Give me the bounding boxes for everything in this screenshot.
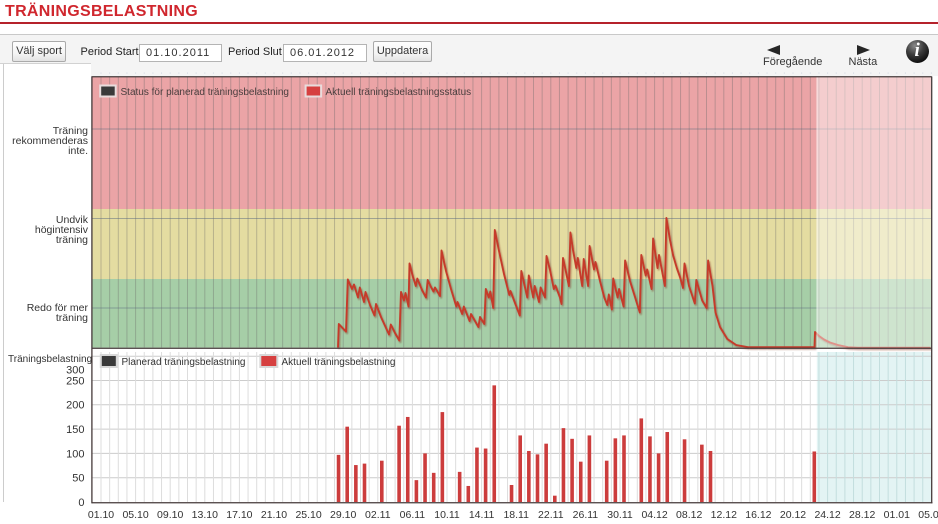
svg-text:0: 0 [78, 497, 84, 509]
svg-text:Undvik: Undvik [56, 214, 89, 226]
svg-text:22.11: 22.11 [538, 509, 564, 521]
svg-text:50: 50 [72, 473, 84, 485]
svg-text:30.11: 30.11 [607, 509, 633, 521]
svg-text:träning: träning [56, 312, 88, 324]
svg-text:16.12: 16.12 [745, 509, 771, 521]
svg-text:28.12: 28.12 [849, 509, 875, 521]
svg-text:06.11: 06.11 [400, 509, 426, 521]
svg-text:05.01: 05.01 [918, 509, 938, 521]
svg-text:21.10: 21.10 [261, 509, 287, 521]
svg-text:Aktuell träningsbelastningssta: Aktuell träningsbelastningsstatus [326, 87, 472, 98]
svg-text:150: 150 [66, 424, 84, 436]
svg-text:09.10: 09.10 [157, 509, 183, 521]
svg-text:300: 300 [66, 364, 84, 376]
svg-text:inte.: inte. [68, 145, 88, 157]
svg-text:01.10: 01.10 [88, 509, 114, 521]
svg-text:18.11: 18.11 [503, 509, 529, 521]
svg-text:Status för planerad träningsbe: Status för planerad träningsbelastning [121, 87, 289, 98]
svg-text:rekommenderas: rekommenderas [12, 135, 88, 147]
svg-text:08.12: 08.12 [676, 509, 702, 521]
svg-text:29.10: 29.10 [330, 509, 356, 521]
svg-text:13.10: 13.10 [192, 509, 218, 521]
svg-text:01.01: 01.01 [884, 509, 910, 521]
svg-text:Redo för mer: Redo för mer [27, 302, 89, 314]
svg-text:25.10: 25.10 [295, 509, 321, 521]
svg-text:Träning: Träning [53, 125, 88, 137]
svg-text:10.11: 10.11 [434, 509, 460, 521]
svg-text:12.12: 12.12 [711, 509, 737, 521]
svg-text:14.11: 14.11 [469, 509, 495, 521]
svg-text:04.12: 04.12 [641, 509, 667, 521]
svg-text:20.12: 20.12 [780, 509, 806, 521]
svg-text:Planerad träningsbelastning: Planerad träningsbelastning [122, 357, 246, 368]
svg-text:högintensiv: högintensiv [35, 224, 89, 236]
svg-text:250: 250 [66, 375, 84, 387]
svg-text:05.10: 05.10 [122, 509, 148, 521]
svg-text:träning: träning [56, 234, 88, 246]
svg-text:17.10: 17.10 [226, 509, 252, 521]
svg-text:02.11: 02.11 [365, 509, 391, 521]
svg-text:Aktuell träningsbelastning: Aktuell träningsbelastning [282, 357, 396, 368]
svg-text:200: 200 [66, 400, 84, 412]
svg-text:100: 100 [66, 448, 84, 460]
svg-text:Träningsbelastning: Träningsbelastning [8, 354, 92, 365]
svg-text:24.12: 24.12 [814, 509, 840, 521]
svg-text:26.11: 26.11 [573, 509, 599, 521]
